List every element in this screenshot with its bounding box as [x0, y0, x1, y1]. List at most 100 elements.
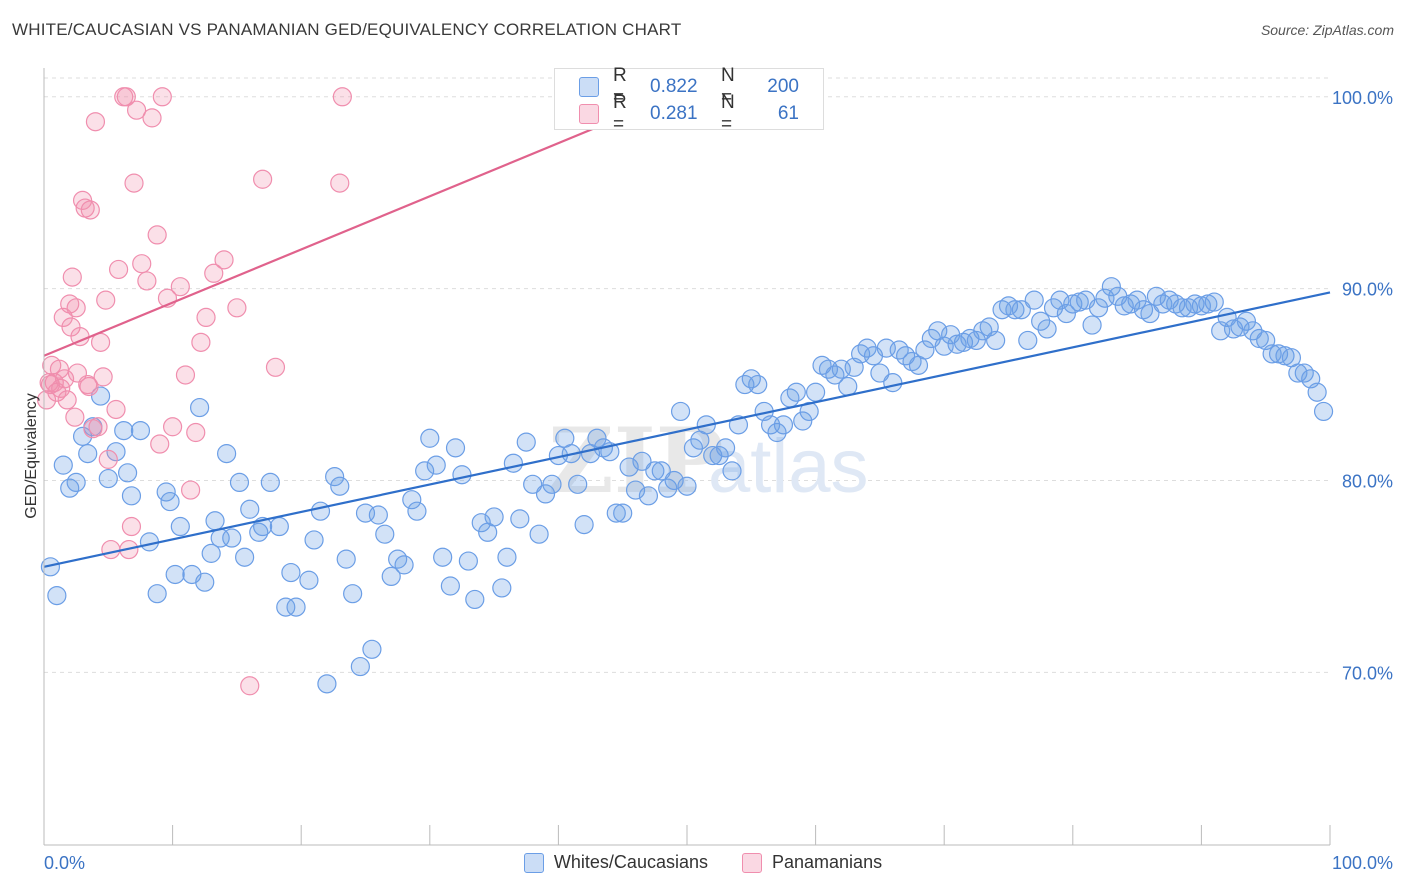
whites-point — [310, 501, 331, 521]
whites-point — [1005, 300, 1025, 320]
whites-point — [40, 557, 61, 577]
whites-point — [375, 524, 395, 544]
panamanians-point — [65, 407, 85, 427]
whites-point — [1307, 382, 1327, 402]
whites-point — [529, 524, 549, 544]
whites-point — [336, 549, 356, 569]
stats-legend: R = 0.822 N = 200 R = 0.281 N = 61 — [554, 65, 824, 135]
whites-point — [452, 465, 472, 485]
panamanians-point — [51, 378, 71, 398]
whites-point — [317, 674, 337, 694]
panamanians-point — [227, 298, 247, 318]
whites-point — [330, 476, 350, 496]
whites-point — [160, 491, 180, 512]
bottom-legend: Whites/Caucasians Panamanians — [0, 852, 1406, 873]
whites-point — [1101, 277, 1121, 297]
whites-points — [40, 277, 1334, 694]
whites-point — [986, 330, 1006, 351]
whites-point — [658, 478, 678, 498]
whites-point — [683, 438, 704, 458]
y-tick-label: 80.0% — [1342, 471, 1393, 491]
whites-point — [72, 426, 93, 446]
legend-swatch-whites — [523, 852, 544, 873]
stats-swatch-panamanians — [579, 104, 599, 124]
stats-r-label: R = — [613, 65, 627, 108]
stats-n-value: 61 — [777, 103, 799, 124]
whites-point — [420, 428, 440, 448]
whites-point — [1011, 300, 1031, 320]
whites-point — [748, 374, 768, 395]
panamanians-point — [150, 434, 170, 454]
y-tick-label: 100.0% — [1332, 88, 1393, 108]
x-tick-label: 100.0% — [1332, 853, 1393, 873]
whites-point — [606, 503, 626, 523]
whites-point — [1127, 290, 1147, 310]
panamanians-point — [191, 332, 211, 352]
whites-point — [516, 432, 536, 452]
whites-point — [767, 422, 787, 443]
whites-point — [542, 474, 562, 494]
legend-item-whites[interactable]: Whites/Caucasians — [523, 852, 708, 873]
stats-n-value: 200 — [767, 76, 799, 97]
whites-point — [1236, 311, 1257, 331]
whites-point — [1243, 321, 1263, 341]
whites-point — [205, 511, 225, 531]
whites-point — [805, 382, 826, 402]
panamanians-point — [66, 298, 86, 318]
panamanians-point — [330, 173, 350, 193]
whites-point — [147, 584, 167, 604]
whites-point — [66, 472, 86, 492]
whites-point — [915, 340, 935, 360]
panamanians-point — [240, 676, 260, 696]
whites-point — [773, 415, 794, 435]
whites-point — [362, 639, 382, 659]
legend-label-whites: Whites/Caucasians — [553, 852, 708, 872]
panamanians-point — [106, 399, 126, 420]
whites-point — [415, 461, 435, 481]
panamanians-point — [147, 225, 167, 245]
whites-point — [793, 411, 813, 431]
panamanians-point — [204, 263, 224, 283]
whites-point — [1204, 292, 1224, 312]
y-tick-label: 70.0% — [1342, 663, 1393, 683]
whites-point — [715, 438, 736, 458]
whites-point — [535, 484, 556, 504]
trend-lines — [43, 99, 1331, 568]
panamanians-point — [49, 359, 70, 379]
whites-point — [645, 461, 665, 481]
panamanians-point — [85, 112, 106, 132]
whites-point — [838, 376, 858, 397]
stats-r-value: 0.281 — [650, 103, 698, 124]
panamanians-point — [214, 250, 234, 270]
panamanians-point — [80, 200, 100, 220]
panamanians-point — [186, 422, 206, 443]
whites-point — [1146, 286, 1166, 306]
whites-point — [190, 397, 210, 418]
whites-point — [121, 486, 142, 506]
panamanians-point — [79, 376, 99, 397]
whites-point — [156, 482, 176, 502]
legend-item-panamanians[interactable]: Panamanians — [742, 852, 882, 873]
panamanians-point — [88, 417, 108, 437]
whites-point — [458, 551, 478, 571]
panamanians-point — [196, 307, 216, 328]
whites-point — [587, 428, 607, 448]
whites-point — [350, 656, 370, 677]
whites-point — [677, 476, 697, 496]
whites-point — [304, 530, 324, 550]
whites-point — [286, 597, 306, 617]
panamanians-point — [253, 169, 273, 189]
whites-point — [568, 474, 588, 494]
whites-point — [98, 468, 118, 489]
whites-point — [1172, 298, 1192, 318]
panamanians-points — [36, 87, 352, 696]
whites-point — [574, 515, 594, 535]
whites-point — [433, 547, 453, 567]
whites-point — [368, 505, 388, 525]
whites-point — [523, 474, 543, 494]
whites-point — [1056, 303, 1076, 324]
whites-point — [130, 421, 151, 441]
whites-point — [870, 363, 890, 383]
panamanians-point — [126, 100, 147, 120]
